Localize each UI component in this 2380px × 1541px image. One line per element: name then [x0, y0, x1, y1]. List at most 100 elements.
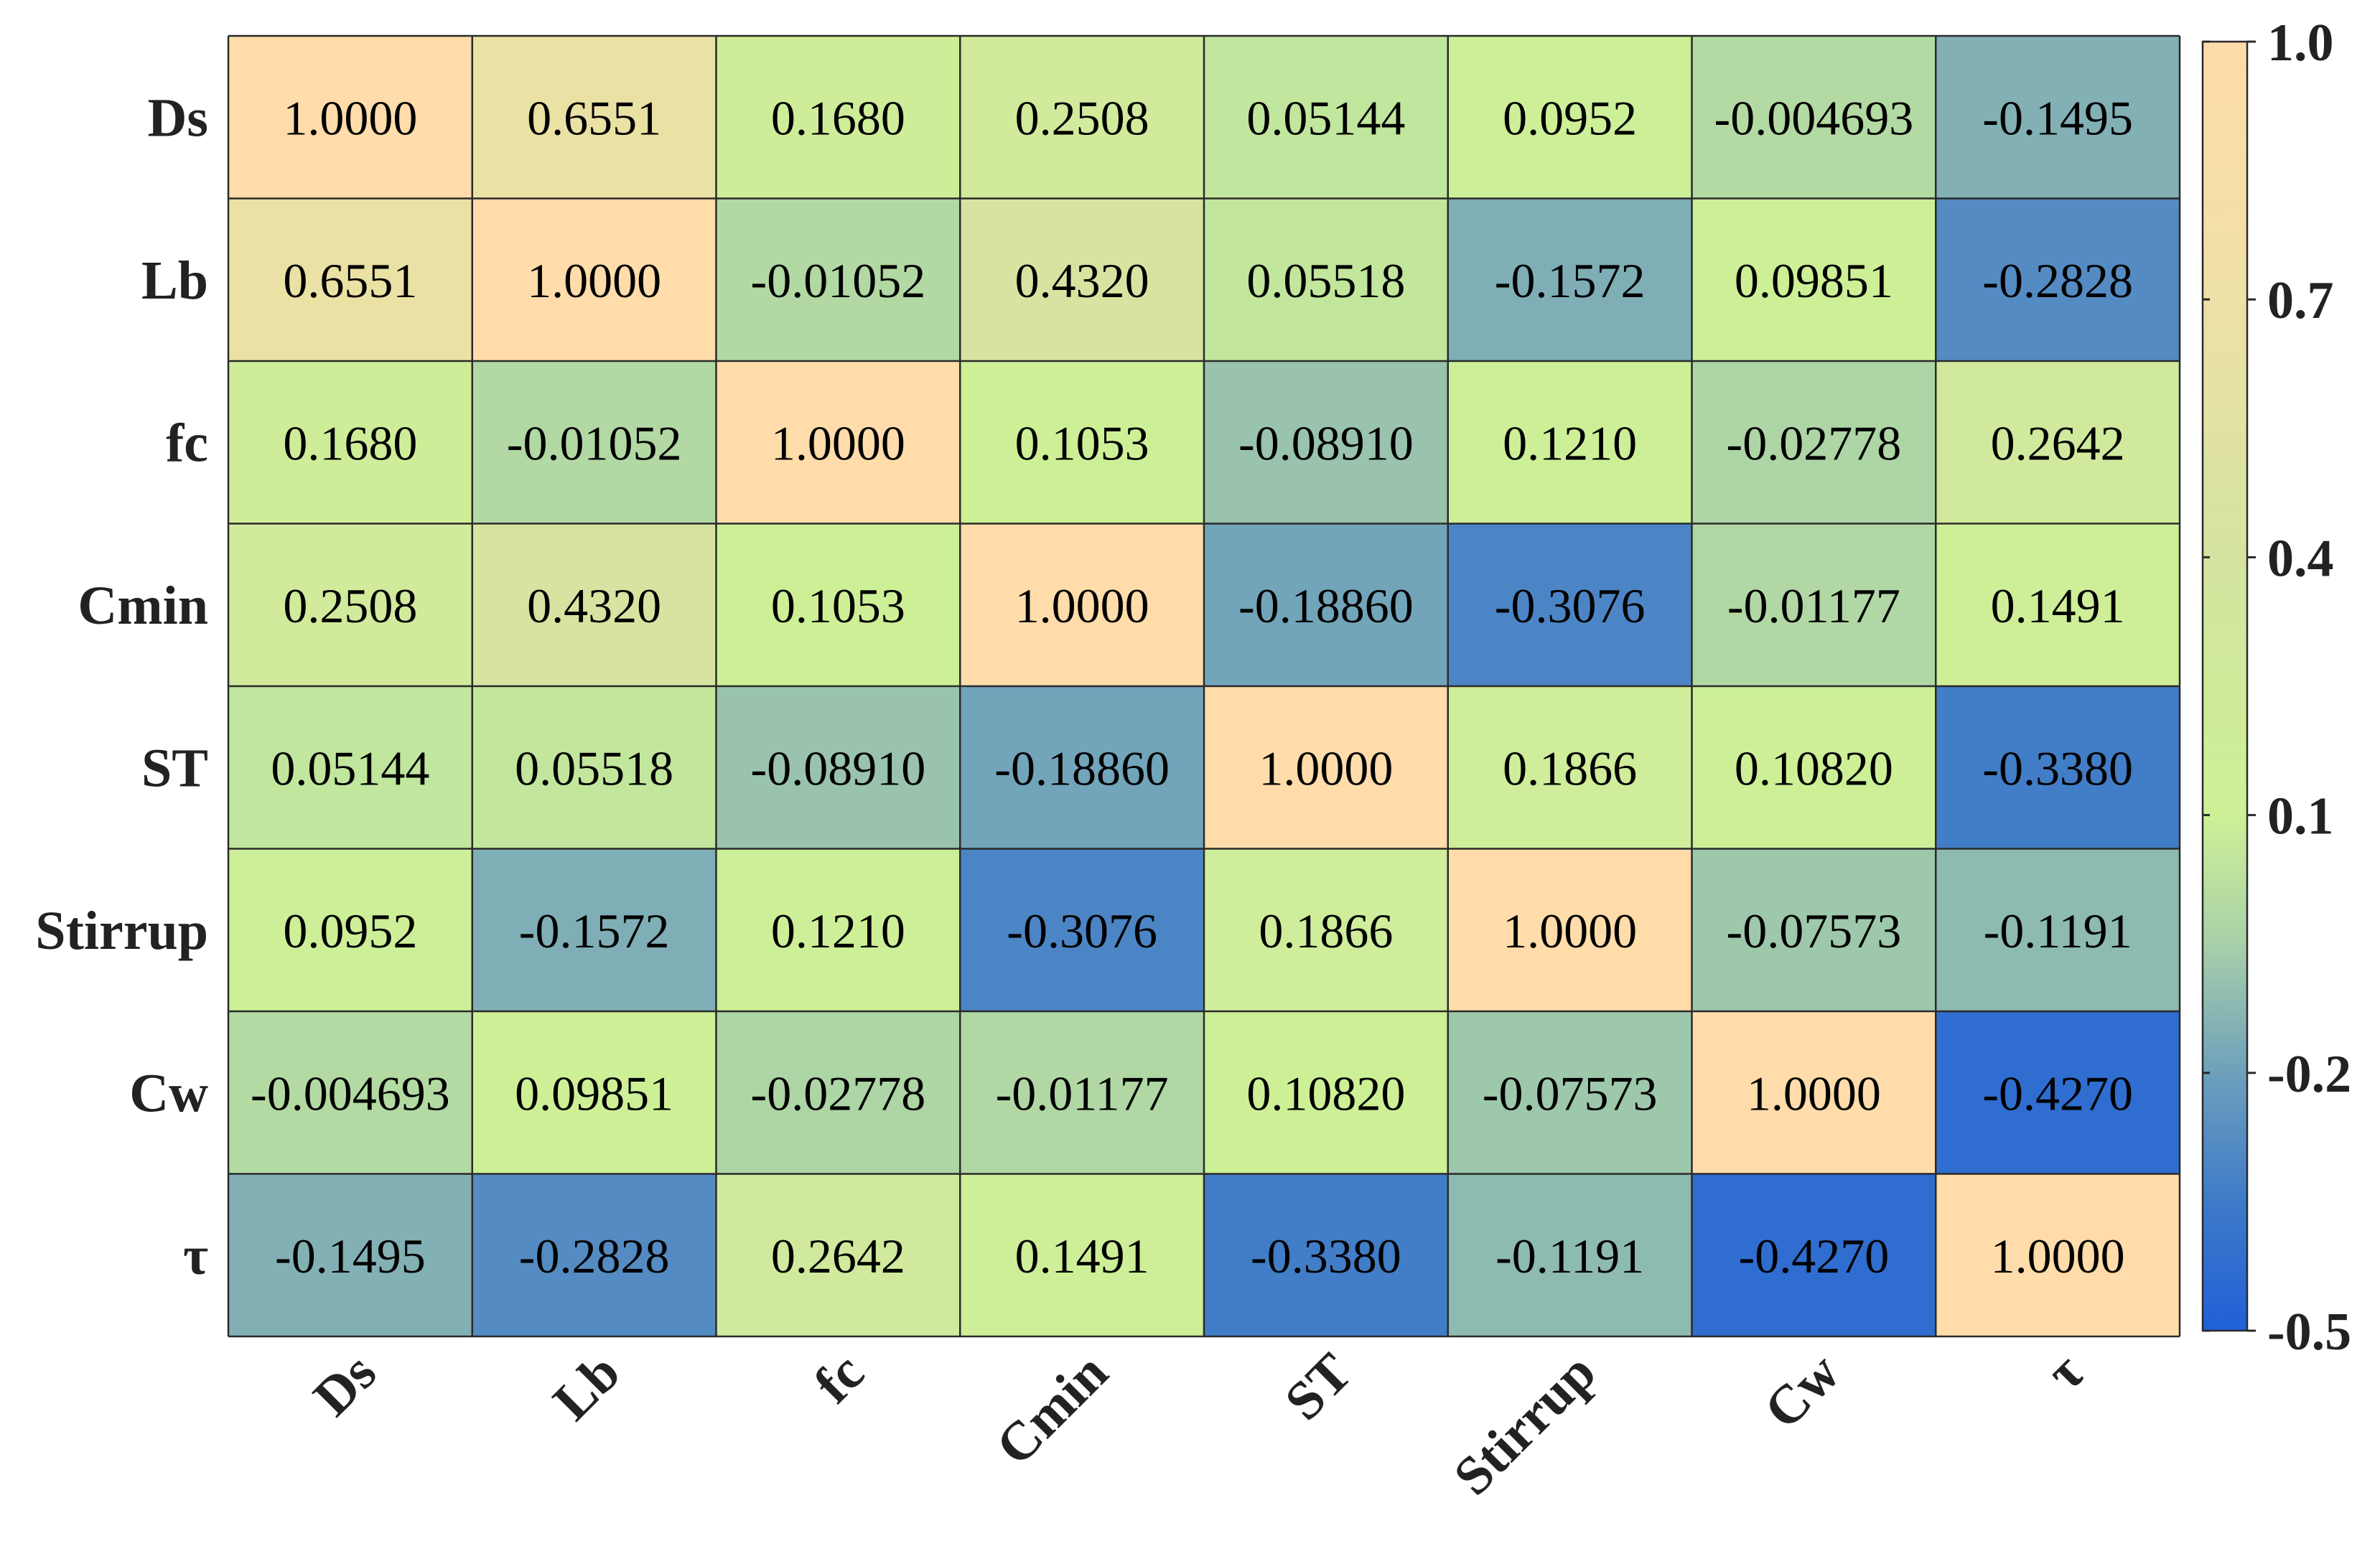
heatmap-cell-Cw-τ	[1936, 1011, 2180, 1174]
heatmap-cell-Lb-Lb	[472, 198, 717, 361]
heatmap-cell-Stirrup-Ds	[228, 848, 472, 1011]
cell-value: 1.0000	[1991, 1229, 2125, 1283]
row-label: Lb	[141, 250, 208, 311]
colorbar-bar	[2201, 40, 2249, 1332]
heatmap-cell-Ds-Stirrup	[1447, 36, 1692, 199]
heatmap-cell-Stirrup-fc	[716, 848, 961, 1011]
colorbar: 1.0 0.7 0.4 0.1 -0.2 -0.5	[2201, 14, 2351, 1362]
colorbar-tick-label: 0.4	[2267, 529, 2334, 588]
heatmap-cell-τ-Cmin	[960, 1174, 1204, 1336]
row-labels: Ds Lb fc Cmin ST Stirrup Cw τ	[35, 88, 208, 1286]
cell-value: 0.6551	[527, 90, 661, 145]
heatmap-cell-Ds-Lb	[472, 36, 717, 199]
heatmap-cell-Ds-Cmin	[960, 36, 1204, 199]
heatmap-cell-Cmin-ST	[1204, 523, 1448, 686]
heatmap-cell-fc-Cmin	[960, 361, 1204, 524]
heatmap-cell-τ-τ	[1936, 1174, 2180, 1336]
heatmap-cell-Cw-Stirrup	[1447, 1011, 1692, 1174]
cell-value: 0.1491	[1015, 1229, 1149, 1283]
cell-value: -0.3076	[1007, 904, 1157, 958]
row-label: Ds	[148, 88, 208, 148]
cell-value: -0.3380	[1251, 1229, 1401, 1283]
cell-value: 0.1866	[1259, 904, 1393, 958]
cell-value: -0.01177	[1727, 579, 1900, 633]
heatmap-cell-Lb-ST	[1204, 198, 1448, 361]
colorbar-tick-label: 0.1	[2267, 787, 2334, 846]
cell-value: 0.0952	[1503, 90, 1637, 145]
cell-value: -0.18860	[1238, 579, 1414, 633]
column-label: ST	[1274, 1342, 1363, 1432]
heatmap-cell-Ds-Cw	[1691, 36, 1936, 199]
heatmap-cell-Lb-τ	[1936, 198, 2180, 361]
heatmap-cell-Lb-Stirrup	[1447, 198, 1692, 361]
heatmap-cell-fc-fc	[716, 361, 961, 524]
cell-value: 1.0000	[527, 253, 661, 308]
colorbar-tick-label: -0.5	[2267, 1303, 2351, 1362]
cell-value: 0.1491	[1991, 579, 2125, 633]
heatmap-cell-Stirrup-τ	[1936, 848, 2180, 1011]
heatmap-cell-Lb-Ds	[228, 198, 472, 361]
cell-value: -0.01177	[996, 1066, 1169, 1120]
cell-value: 0.2642	[1991, 416, 2125, 470]
row-label: Stirrup	[35, 901, 208, 961]
cell-value: 0.10820	[1246, 1066, 1405, 1120]
heatmap-cell-Ds-ST	[1204, 36, 1448, 199]
heatmap-cell-fc-ST	[1204, 361, 1448, 524]
cell-value: -0.1495	[1982, 90, 2133, 145]
cell-value: 0.05144	[271, 741, 429, 795]
cell-value: 0.10820	[1735, 741, 1893, 795]
cell-value: 0.05518	[1246, 253, 1405, 308]
row-label: τ	[183, 1226, 208, 1286]
heatmap-cell-τ-ST	[1204, 1174, 1448, 1336]
cell-value: 0.0952	[283, 904, 417, 958]
heatmap-cell-fc-Ds	[228, 361, 472, 524]
heatmap-cell-Cw-Cw	[1691, 1011, 1936, 1174]
cell-value: -0.07573	[1727, 904, 1902, 958]
heatmap-cell-ST-Lb	[472, 686, 717, 849]
cell-value: 0.2508	[1015, 90, 1149, 145]
heatmap-cell-Stirrup-Cw	[1691, 848, 1936, 1011]
heatmap-cell-Cw-fc	[716, 1011, 961, 1174]
cell-value: 0.2642	[771, 1229, 905, 1283]
cell-value: -0.1495	[275, 1229, 426, 1283]
cell-value: -0.01052	[507, 416, 682, 470]
heatmap-cell-ST-Cw	[1691, 686, 1936, 849]
cell-value: 0.1210	[771, 904, 905, 958]
cell-value: -0.07573	[1483, 1066, 1658, 1120]
cell-value: -0.1572	[1495, 253, 1646, 308]
cell-value: -0.1572	[519, 904, 670, 958]
heatmap-cell-fc-Cw	[1691, 361, 1936, 524]
heatmap-cell-Cmin-Cw	[1691, 523, 1936, 686]
column-labels: Ds Lb fc Cmin ST Stirrup Cw τ	[302, 1342, 2095, 1507]
heatmap-cell-ST-τ	[1936, 686, 2180, 849]
cell-value: 0.09851	[515, 1066, 673, 1120]
column-label: Stirrup	[1442, 1342, 1607, 1507]
heatmap-cell-Lb-fc	[716, 198, 961, 361]
heatmap-cell-Cw-Ds	[228, 1011, 472, 1174]
cell-value: -0.1191	[1984, 904, 2132, 958]
cell-value: 0.1053	[771, 579, 905, 633]
cell-value: -0.2828	[519, 1229, 670, 1283]
heatmap-cell-Cmin-Stirrup	[1447, 523, 1692, 686]
cell-value: 1.0000	[1747, 1066, 1881, 1120]
heatmap-cell-Stirrup-Stirrup	[1447, 848, 1692, 1011]
cell-value: -0.4270	[1739, 1229, 1890, 1283]
cell-value: 0.05144	[1246, 90, 1405, 145]
cell-value: 0.09851	[1735, 253, 1893, 308]
heatmap-cell-Cw-ST	[1204, 1011, 1448, 1174]
cell-value: 0.1210	[1503, 416, 1637, 470]
heatmap-cell-τ-Cw	[1691, 1174, 1936, 1336]
cell-value: -0.3076	[1495, 579, 1646, 633]
heatmap-cell-τ-Ds	[228, 1174, 472, 1336]
heatmap-cell-Cmin-Ds	[228, 523, 472, 686]
heatmap-cell-Ds-Ds	[228, 36, 472, 199]
heatmap-cell-Cmin-Cmin	[960, 523, 1204, 686]
cell-value: -0.4270	[1982, 1066, 2133, 1120]
colorbar-tick-label: 1.0	[2267, 14, 2334, 72]
cell-value: 0.1680	[283, 416, 417, 470]
cell-value: -0.08910	[751, 741, 926, 795]
heatmap-cell-Ds-fc	[716, 36, 961, 199]
cell-value: 0.1866	[1503, 741, 1637, 795]
cell-value: -0.01052	[751, 253, 926, 308]
column-label: fc	[803, 1342, 875, 1415]
